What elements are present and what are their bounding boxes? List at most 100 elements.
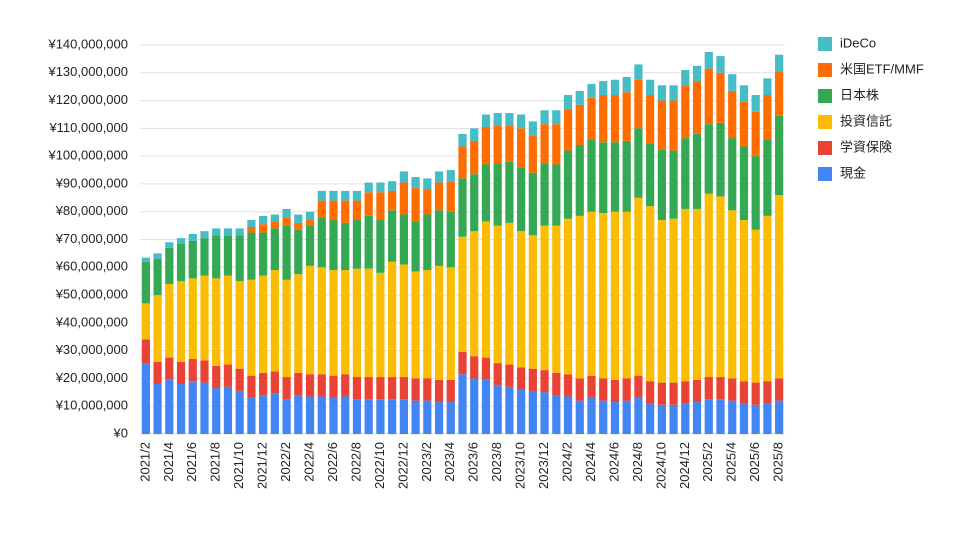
bar-segment — [528, 368, 537, 391]
bar-segment — [775, 54, 784, 72]
bar-segment — [563, 374, 573, 397]
bar-segment — [751, 95, 760, 112]
x-tick-label: 2024/12 — [677, 442, 692, 489]
bar-segment — [294, 395, 303, 434]
x-tick-label: 2025/4 — [724, 442, 739, 482]
bar-segment — [282, 399, 291, 434]
bar-segment — [141, 363, 150, 434]
bar-segment — [317, 374, 326, 397]
y-tick-label: ¥90,000,000 — [55, 175, 128, 190]
bar-segment — [434, 402, 444, 434]
x-tick-label: 2024/4 — [583, 442, 598, 482]
bar-segment — [575, 400, 584, 434]
bar-segment — [247, 279, 256, 376]
bar-segment — [446, 181, 455, 212]
bar-segment — [634, 397, 643, 434]
bar-segment — [775, 115, 784, 196]
bar-segment — [399, 214, 408, 265]
x-tick-label: 2022/10 — [372, 442, 387, 489]
bar-segment — [364, 399, 373, 434]
bar-segment — [517, 389, 526, 434]
bar-segment — [364, 192, 373, 216]
bar-segment — [470, 140, 479, 175]
bar-segment — [305, 374, 315, 397]
bar-segment — [704, 124, 713, 194]
y-tick-label: ¥40,000,000 — [55, 314, 128, 329]
bar-segment — [646, 381, 655, 404]
bar-segment — [575, 215, 584, 379]
bar-segment — [540, 225, 549, 371]
bar-segment — [317, 217, 326, 268]
y-tick-label: ¥120,000,000 — [47, 92, 128, 107]
bar-segment — [223, 364, 233, 387]
bar-segment — [739, 85, 749, 102]
bar-segment — [622, 400, 631, 434]
bar-segment — [423, 214, 432, 271]
bar-segment — [599, 378, 608, 401]
bar-segment — [681, 208, 690, 382]
bar-segment — [434, 182, 444, 211]
bar-segment — [716, 56, 725, 73]
bar-segment — [716, 377, 725, 400]
x-tick-label: 2025/8 — [771, 442, 786, 482]
bar-segment — [528, 235, 537, 369]
bar-segment — [376, 220, 385, 273]
bar-segment — [622, 378, 631, 401]
bar-segment — [728, 74, 737, 91]
bar-segment — [364, 377, 373, 400]
bar-segment — [388, 261, 397, 378]
x-tick-label: 2024/6 — [606, 442, 621, 482]
bar-segment — [575, 145, 584, 216]
bar-segment — [212, 388, 221, 434]
bar-segment — [599, 400, 608, 434]
bar-segment — [141, 261, 150, 304]
x-tick-label: 2022/8 — [348, 442, 363, 482]
bar-segment — [681, 70, 690, 86]
bar-segment — [481, 357, 491, 380]
bar-segment — [341, 396, 350, 434]
y-tick-label: ¥140,000,000 — [47, 36, 128, 51]
bar-segment — [446, 402, 455, 434]
bar-segment — [317, 190, 326, 201]
x-tick-label: 2022/4 — [301, 442, 316, 482]
bar-segment — [294, 372, 303, 396]
bar-segment — [669, 100, 678, 151]
bar-segment — [552, 395, 561, 434]
bar-segment — [364, 268, 373, 378]
bar-segment — [235, 368, 244, 391]
bar-segment — [763, 381, 772, 404]
bar-segment — [282, 279, 291, 378]
bar-segment — [294, 274, 303, 373]
bar-segment — [681, 85, 690, 139]
bar-segment — [411, 221, 420, 272]
legend-swatch — [818, 89, 832, 103]
bar-segment — [153, 258, 162, 296]
bar-segment — [505, 161, 514, 223]
bar-segment — [458, 236, 467, 353]
x-tick-label: 2021/8 — [208, 442, 223, 482]
bar-segment — [481, 164, 491, 222]
bar-segment — [657, 100, 666, 150]
bar-segment — [481, 379, 491, 434]
bar-segment — [587, 397, 596, 434]
bar-segment — [681, 138, 690, 209]
bar-segment — [329, 375, 338, 398]
bar-segment — [376, 192, 385, 221]
y-tick-label: ¥10,000,000 — [55, 398, 128, 413]
bar-segment — [399, 377, 408, 400]
bar-segment — [704, 399, 713, 434]
bar-segment — [493, 163, 502, 226]
bar-segment — [458, 146, 467, 179]
bar-segment — [352, 399, 362, 434]
y-tick-label: ¥0 — [113, 425, 128, 440]
bar-segment — [470, 231, 479, 357]
x-tick-label: 2022/12 — [395, 442, 410, 489]
y-tick-label: ¥80,000,000 — [55, 203, 128, 218]
bar-segment — [458, 374, 467, 434]
bar-segment — [517, 367, 526, 390]
bar-segment — [235, 281, 244, 369]
bar-segment — [399, 171, 408, 183]
bar-segment — [763, 95, 772, 140]
bar-segment — [528, 135, 537, 173]
